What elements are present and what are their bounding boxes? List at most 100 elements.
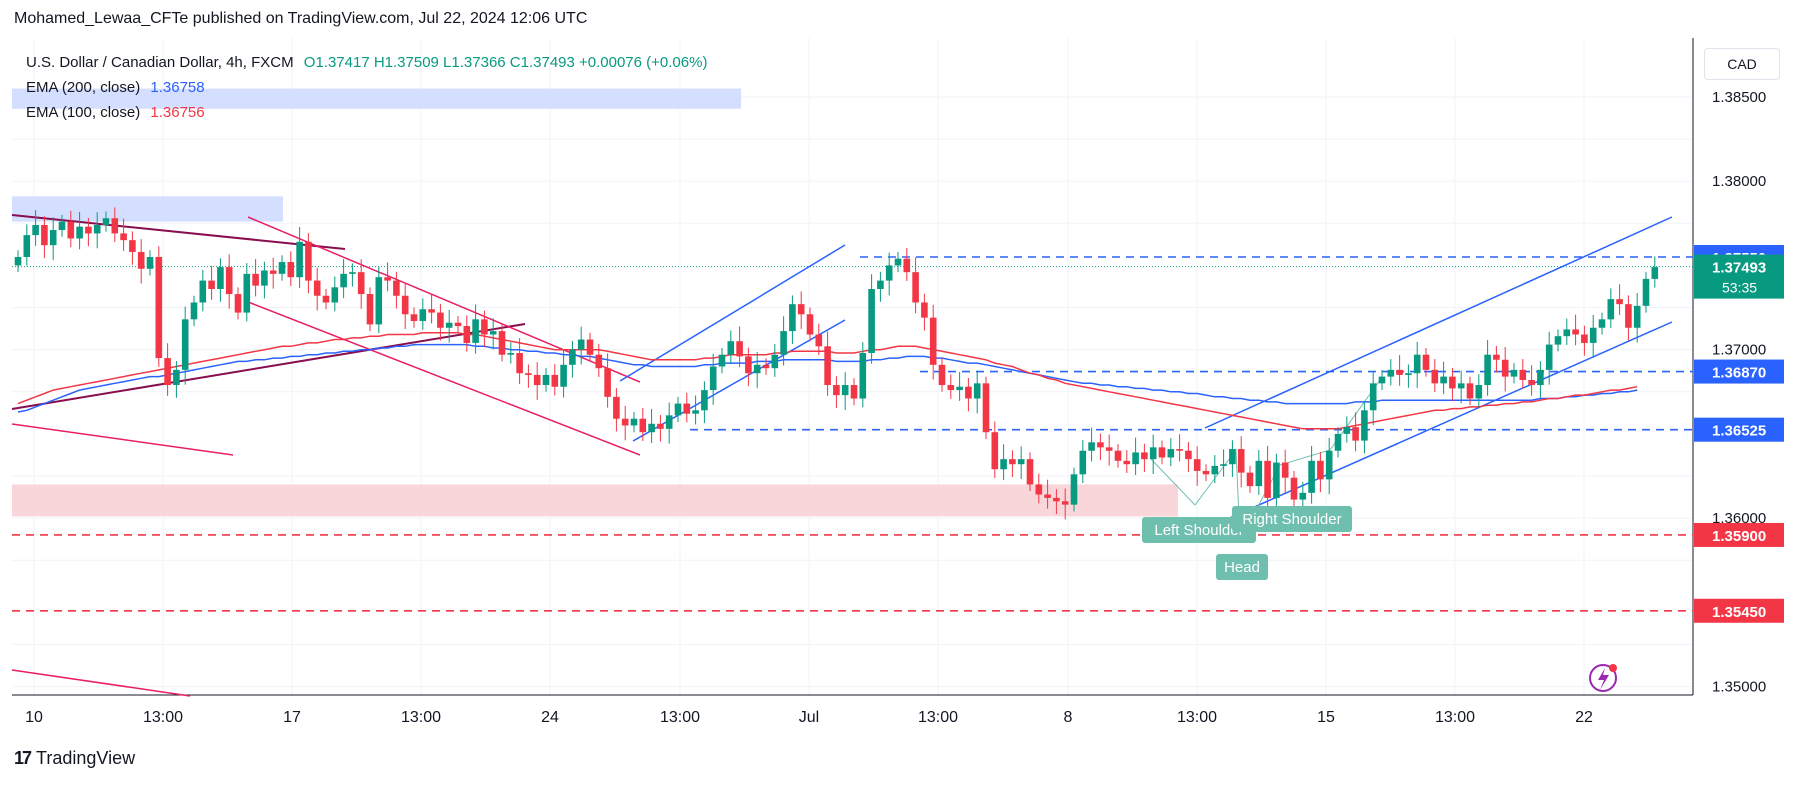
candle xyxy=(1528,365,1535,396)
candle xyxy=(1035,473,1043,504)
candle-body xyxy=(481,319,488,335)
candle-body xyxy=(454,322,462,327)
candle-body xyxy=(137,251,145,269)
candle xyxy=(718,347,726,374)
time-tick-label: Jul xyxy=(799,709,819,726)
candle xyxy=(1352,412,1359,452)
candle-body xyxy=(102,218,110,225)
candle-body xyxy=(489,331,497,335)
time-tick-label: 8 xyxy=(1064,709,1073,726)
candle xyxy=(753,352,761,389)
candle-body xyxy=(393,280,400,296)
candle xyxy=(868,274,875,364)
ema100-row[interactable]: EMA (100, close) 1.36756 xyxy=(26,100,707,125)
candle-body xyxy=(903,258,911,273)
candle-body xyxy=(111,218,119,234)
trend-line xyxy=(11,669,191,697)
candle-body xyxy=(428,309,435,313)
candle xyxy=(111,207,119,243)
candle xyxy=(797,291,805,330)
candle-body xyxy=(1308,460,1315,493)
price-tick-label: 1.35000 xyxy=(1712,679,1766,696)
candle-body xyxy=(1396,369,1403,375)
candle-body xyxy=(639,418,647,433)
candle xyxy=(1633,293,1641,343)
candle-body xyxy=(1440,376,1447,384)
brand-name: TradingView xyxy=(36,748,136,768)
candle-body xyxy=(1625,304,1632,328)
candle-body xyxy=(41,224,48,246)
level-tag-label: 1.36525 xyxy=(1712,423,1766,440)
candle xyxy=(815,323,823,356)
candle-body xyxy=(657,423,664,429)
candle-body xyxy=(569,349,576,365)
candle xyxy=(1079,439,1087,484)
candle xyxy=(973,370,981,414)
candle xyxy=(1105,434,1113,466)
candle-body xyxy=(1211,465,1219,475)
candle xyxy=(1044,479,1051,509)
candle xyxy=(1598,312,1606,335)
symbol-row: U.S. Dollar / Canadian Dollar, 4h, FXCM … xyxy=(26,50,707,75)
level-tag-label: 1.36870 xyxy=(1712,365,1766,382)
candle xyxy=(472,304,479,354)
currency-button[interactable]: CAD xyxy=(1704,48,1780,80)
candle xyxy=(1589,314,1597,358)
price-tick-label: 1.37000 xyxy=(1712,342,1766,359)
candle-body xyxy=(1017,459,1025,465)
candle-body xyxy=(1361,410,1368,441)
candle xyxy=(23,224,31,266)
candle-body xyxy=(806,314,814,335)
candle xyxy=(1501,346,1509,392)
candle xyxy=(357,259,365,309)
ema200-row[interactable]: EMA (200, close) 1.36758 xyxy=(26,75,707,100)
candle xyxy=(1493,345,1500,373)
candle-body xyxy=(789,304,796,332)
candle xyxy=(701,381,708,424)
candle-body xyxy=(93,224,101,234)
candle xyxy=(1537,361,1544,398)
candle xyxy=(1440,361,1447,395)
candle xyxy=(665,402,673,444)
candle xyxy=(1229,440,1236,478)
candle-body xyxy=(701,390,708,411)
candle-body xyxy=(929,317,937,365)
candle xyxy=(1563,318,1571,345)
candle-body xyxy=(507,353,515,355)
candle xyxy=(498,324,506,362)
candle-body xyxy=(278,262,286,274)
candle-body xyxy=(181,319,189,370)
trend-line xyxy=(1224,321,1673,521)
ema100-value: 1.36756 xyxy=(150,104,205,121)
candle-body xyxy=(1554,336,1562,345)
candle xyxy=(1053,489,1060,515)
candle xyxy=(252,259,259,297)
candle-body xyxy=(533,374,541,386)
candle-body xyxy=(1537,369,1544,386)
candle xyxy=(833,376,840,408)
candle-body xyxy=(1334,433,1342,451)
candle xyxy=(58,214,66,237)
candle-body xyxy=(621,418,629,426)
candle-body xyxy=(1466,383,1474,399)
candle-body xyxy=(1273,462,1280,498)
candle-body xyxy=(1044,494,1051,498)
candle xyxy=(225,254,233,309)
candle xyxy=(1607,288,1615,329)
tradingview-brand[interactable]: 17 TradingView xyxy=(14,748,135,769)
candle-body xyxy=(841,385,849,396)
candle-body xyxy=(1264,460,1271,498)
candle xyxy=(1378,369,1386,391)
candle-body xyxy=(225,267,233,295)
level-tag-bg xyxy=(1694,359,1784,384)
candle xyxy=(533,362,541,400)
candle-body xyxy=(753,364,761,374)
candle-body xyxy=(1026,459,1034,485)
candle xyxy=(1581,325,1588,356)
candle-body xyxy=(67,221,75,239)
candle-body xyxy=(1281,462,1289,478)
candle-body xyxy=(1642,278,1650,306)
candle-body xyxy=(1229,449,1236,465)
candle-body xyxy=(1114,450,1122,461)
